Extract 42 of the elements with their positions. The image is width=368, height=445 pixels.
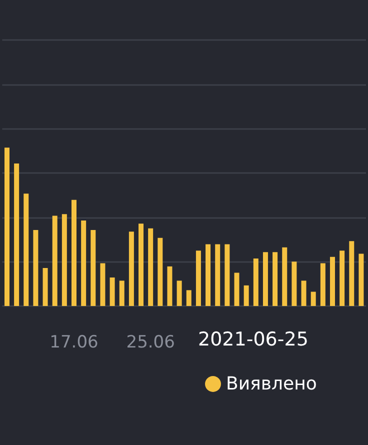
bar bbox=[282, 247, 288, 306]
bar bbox=[301, 280, 306, 306]
bar bbox=[196, 250, 201, 306]
bar bbox=[148, 228, 154, 306]
bar bbox=[292, 262, 297, 306]
bar bbox=[24, 194, 29, 306]
bar bbox=[72, 200, 77, 306]
bar bbox=[128, 232, 134, 306]
bar bbox=[167, 266, 172, 306]
bar bbox=[90, 230, 96, 306]
bar bbox=[176, 280, 182, 306]
bar bbox=[340, 250, 345, 306]
bar bbox=[349, 241, 354, 306]
bar bbox=[158, 238, 163, 306]
bar bbox=[272, 252, 278, 306]
bar bbox=[119, 280, 124, 306]
legend-label: Виявлено bbox=[226, 374, 317, 394]
bar bbox=[52, 216, 58, 306]
bar bbox=[244, 285, 249, 306]
bar bbox=[330, 256, 335, 306]
bar bbox=[234, 272, 240, 306]
bar bbox=[33, 230, 38, 306]
x-tick-label: 17.06 bbox=[50, 332, 98, 352]
bar bbox=[186, 290, 192, 306]
bar bbox=[100, 263, 106, 306]
bar bbox=[320, 263, 326, 306]
text: 2021-06-25 bbox=[198, 328, 308, 350]
x-tick-label: 25.06 bbox=[126, 332, 175, 352]
bar bbox=[262, 252, 268, 306]
bar bbox=[310, 292, 316, 306]
bar bbox=[224, 244, 230, 306]
bar bbox=[215, 244, 220, 306]
bar bbox=[4, 148, 10, 306]
bar bbox=[110, 278, 115, 306]
bar bbox=[253, 258, 258, 306]
bar bbox=[358, 254, 364, 306]
bar bbox=[42, 268, 48, 306]
bar bbox=[14, 164, 20, 306]
bar bbox=[206, 244, 211, 306]
bar bbox=[62, 214, 67, 306]
bar bbox=[138, 224, 144, 306]
bar bbox=[81, 220, 86, 306]
